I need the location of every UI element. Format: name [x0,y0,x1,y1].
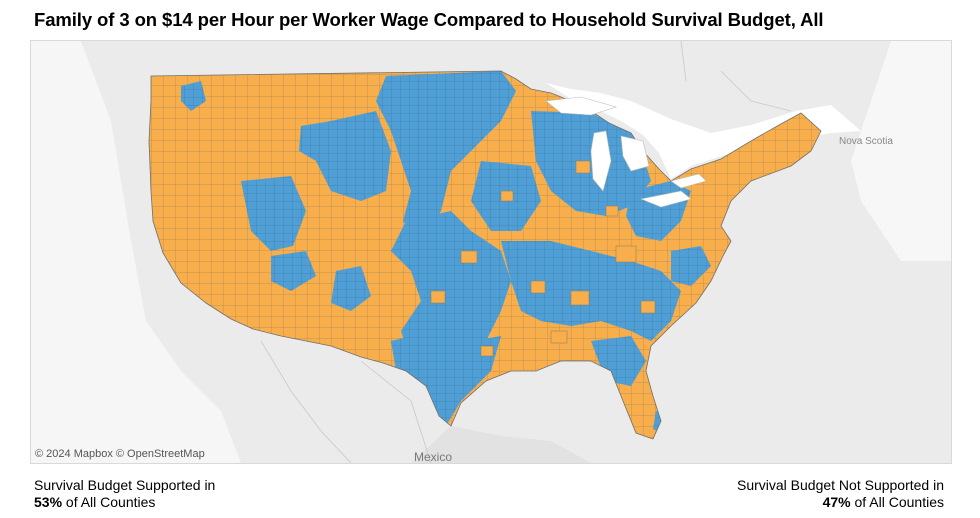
label-nova-scotia: Nova Scotia [839,136,893,147]
label-mexico: Mexico [414,450,452,463]
supported-summary: Survival Budget Supported in 53% of All … [34,477,215,511]
not-supported-summary: Survival Budget Not Supported in 47% of … [737,477,944,511]
not-supported-suffix: of All Counties [850,494,944,510]
page-title: Family of 3 on $14 per Hour per Worker W… [34,9,824,30]
map-attribution[interactable]: © 2024 Mapbox © OpenStreetMap [35,448,205,460]
supported-line2: 53% of All Counties [34,494,215,511]
not-supported-percent: 47% [822,494,851,510]
not-supported-line2: 47% of All Counties [737,494,944,511]
supported-percent: 53% [34,494,63,510]
supported-suffix: of All Counties [62,494,156,510]
map-canvas[interactable]: Mexico Nova Scotia [31,41,951,463]
supported-line1: Survival Budget Supported in [34,477,216,493]
not-supported-line1: Survival Budget Not Supported in [736,477,944,493]
county-map[interactable]: Mexico Nova Scotia © 2024 Mapbox © OpenS… [30,40,952,464]
